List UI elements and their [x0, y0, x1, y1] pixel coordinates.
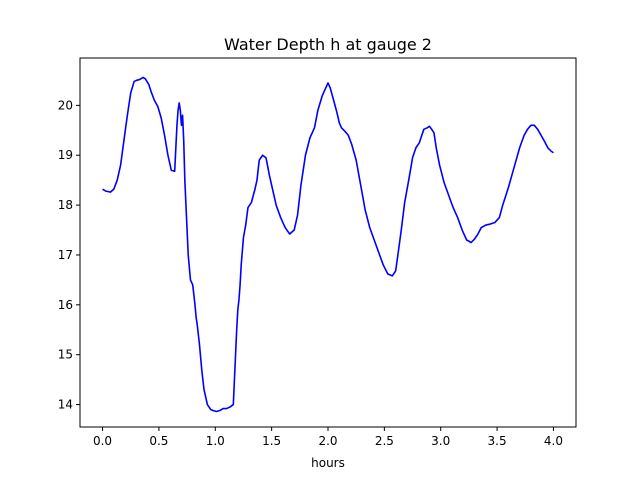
x-tick-label: 1.5: [262, 434, 281, 448]
series-line-0: [102, 76, 554, 413]
y-tick-label: 19: [58, 148, 73, 162]
chart-title: Water Depth h at gauge 2: [224, 35, 432, 54]
y-tick-label: 14: [58, 398, 73, 412]
x-tick-label: 3.0: [431, 434, 450, 448]
y-tick-label: 17: [58, 248, 73, 262]
x-tick-label: 2.0: [318, 434, 337, 448]
x-axis-label: hours: [311, 456, 345, 470]
y-tick-label: 18: [58, 198, 73, 212]
y-tick-label: 16: [58, 298, 73, 312]
x-tick-label: 4.0: [544, 434, 563, 448]
y-tick-label: 15: [58, 348, 73, 362]
x-tick-label: 0.5: [149, 434, 168, 448]
x-tick-label: 0.0: [93, 434, 112, 448]
x-tick-label: 1.0: [206, 434, 225, 448]
y-tick-label: 20: [58, 98, 73, 112]
plot-area: [102, 76, 554, 413]
x-axis-ticks: 0.0 0.5 1.0 1.5 2.0 2.5 3.0 3.5 4.0: [93, 427, 563, 448]
y-axis-ticks: 14 15 16 17 18 19 20: [58, 98, 80, 412]
x-tick-label: 3.5: [488, 434, 507, 448]
x-tick-label: 2.5: [375, 434, 394, 448]
